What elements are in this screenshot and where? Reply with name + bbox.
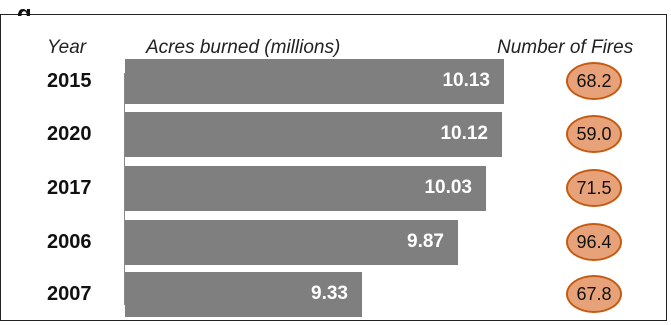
acres-bar (125, 112, 502, 157)
acres-bar (125, 166, 486, 211)
year-label: 2006 (47, 231, 92, 253)
acres-value-label: 10.03 (424, 177, 472, 198)
acres-column-header: Acres burned (millions) (146, 37, 341, 58)
acres-value-label: 10.13 (442, 70, 490, 91)
fires-count-badge: 67.8 (566, 275, 622, 313)
fires-count-badge: 68.2 (566, 62, 622, 100)
acres-bar (125, 220, 458, 265)
year-label: 2007 (47, 283, 92, 305)
year-label: 2020 (47, 123, 92, 145)
acres-value-label: 9.33 (311, 283, 348, 304)
fires-count-badge: 59.0 (566, 115, 622, 153)
year-label: 2015 (47, 70, 92, 92)
fires-count-badge: 71.5 (566, 169, 622, 207)
bar-axis-line (124, 73, 125, 305)
year-column-header: Year (47, 37, 87, 58)
acres-bar (125, 272, 362, 317)
fires-count-badge: 96.4 (566, 223, 622, 261)
year-label: 2017 (47, 177, 92, 199)
chart-title-fragment: g (17, 3, 32, 16)
fires-column-header: Number of Fires (497, 37, 634, 58)
chart-frame: g Year Acres burned (millions) Number of… (0, 3, 667, 321)
acres-value-label: 9.87 (407, 231, 444, 252)
acres-value-label: 10.12 (440, 123, 488, 144)
acres-bar (125, 59, 504, 104)
